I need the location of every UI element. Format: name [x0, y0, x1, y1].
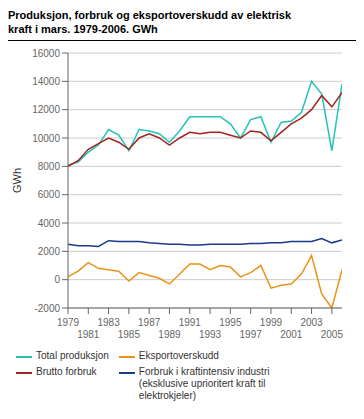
svg-text:1989: 1989: [158, 329, 181, 340]
svg-text:1981: 1981: [77, 329, 100, 340]
html-text:Produksjon, forbruk og eksport: Produksjon, forbruk og eksportoverskudd …: [8, 9, 291, 35]
svg-text:10000: 10000: [32, 133, 60, 144]
svg-text:12000: 12000: [32, 104, 60, 115]
svg-text:1987: 1987: [138, 317, 161, 328]
svg-text:4000: 4000: [38, 218, 61, 229]
svg-text:1993: 1993: [199, 329, 222, 340]
svg-text:16000: 16000: [32, 48, 60, 59]
svg-text:2001: 2001: [280, 329, 303, 340]
svg-text:1983: 1983: [97, 317, 120, 328]
svg-text:2000: 2000: [38, 246, 61, 257]
svg-text:1979: 1979: [57, 317, 80, 328]
svg-text:6000: 6000: [38, 189, 61, 200]
html-text:Brutto forbruk: Brutto forbruk: [36, 366, 97, 377]
html-text:Total produksjon: Total produksjon: [36, 350, 109, 361]
svg-text:2003: 2003: [300, 317, 323, 328]
svg-text:14000: 14000: [32, 76, 60, 87]
html-text:Forbruk i kraftintensiv indust: Forbruk i kraftintensiv industri (eksklu…: [138, 366, 270, 401]
svg-text:-2000: -2000: [34, 303, 60, 314]
svg-text:0: 0: [54, 274, 60, 285]
svg-text:1995: 1995: [219, 317, 242, 328]
svg-text:8000: 8000: [38, 161, 61, 172]
html-text:Eksportoverskudd: Eksportoverskudd: [138, 350, 219, 361]
svg-text:1997: 1997: [240, 329, 263, 340]
svg-text:2005: 2005: [321, 329, 344, 340]
svg-text:GWh: GWh: [11, 168, 23, 193]
svg-text:1991: 1991: [179, 317, 202, 328]
svg-text:1985: 1985: [118, 329, 141, 340]
svg-text:1999: 1999: [260, 317, 283, 328]
